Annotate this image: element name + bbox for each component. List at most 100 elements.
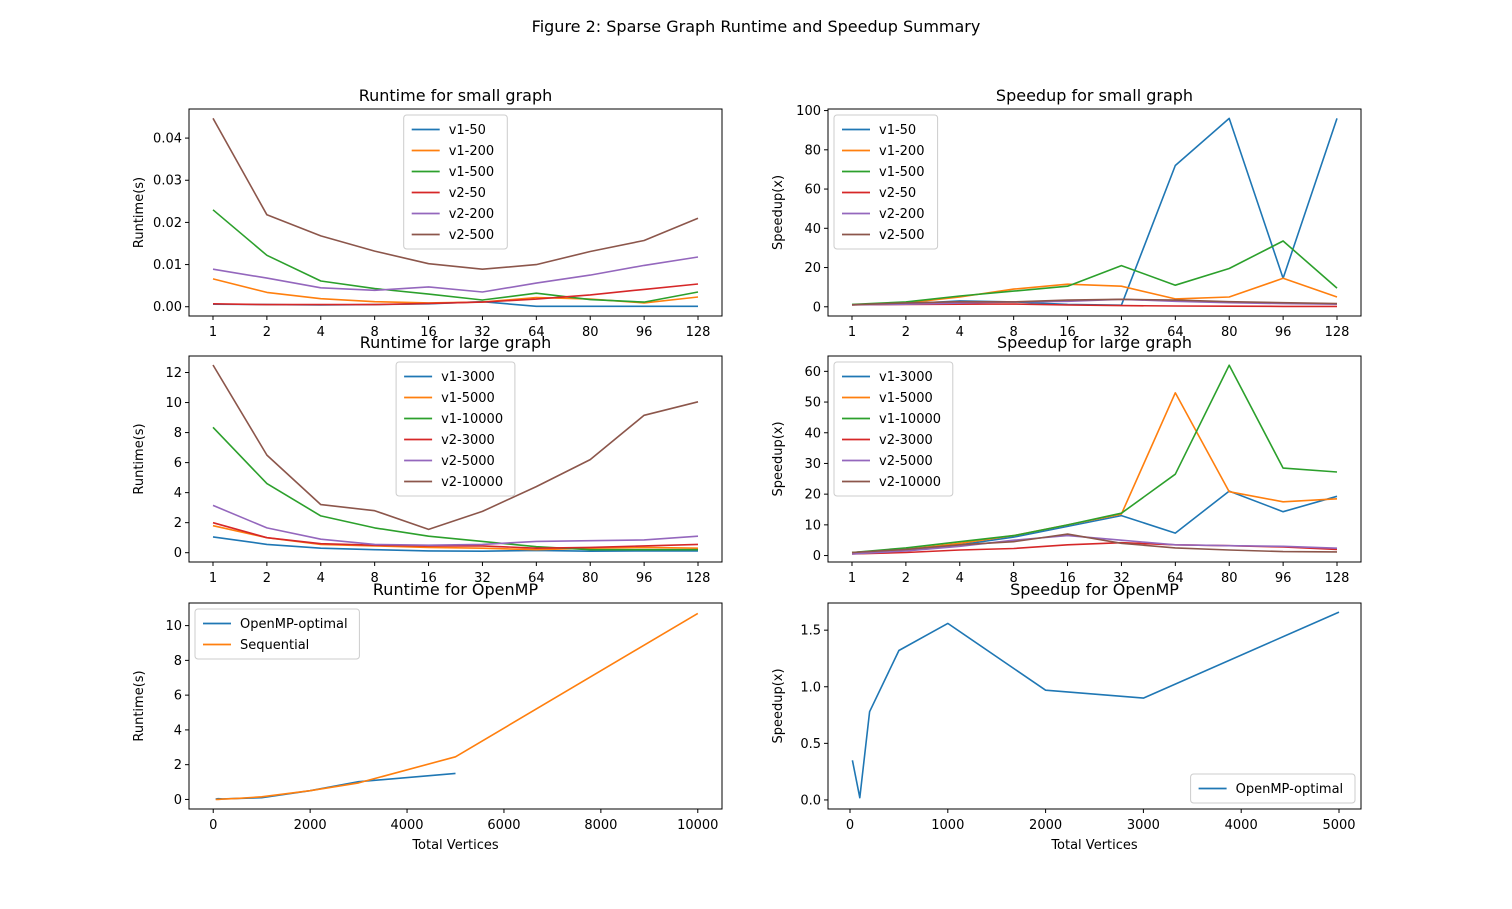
x-tick-label: 2000 (1029, 818, 1062, 833)
legend-label: v1-5000 (879, 391, 933, 406)
x-tick-label: 2 (263, 325, 271, 340)
y-tick-label: 30 (804, 457, 821, 472)
legend-label: v2-10000 (441, 475, 503, 490)
legend-label: v2-5000 (879, 454, 933, 469)
y-tick-label: 0.03 (153, 174, 182, 189)
series-line-v1-10000 (212, 426, 698, 551)
legend-label: v2-5000 (441, 454, 495, 469)
subplot-title: Runtime for large graph (360, 333, 551, 352)
y-axis-label: Runtime(s) (132, 177, 147, 248)
x-tick-label: 96 (636, 571, 653, 586)
x-tick-label: 96 (1275, 571, 1292, 586)
x-tick-label: 1000 (931, 818, 964, 833)
y-tick-label: 0 (174, 793, 182, 808)
subplot-title: Speedup for large graph (997, 333, 1192, 352)
legend-box (833, 361, 954, 497)
x-tick-label: 8 (1010, 571, 1018, 586)
subplot-title: Runtime for OpenMP (373, 580, 539, 599)
legend: OpenMP-optimal (1190, 773, 1356, 804)
legend-label: v2-50 (449, 186, 486, 201)
y-tick-label: 20 (804, 261, 821, 276)
legend-label: v2-200 (879, 207, 924, 222)
y-tick-label: 8 (174, 426, 182, 441)
x-tick-label: 80 (1221, 571, 1238, 586)
y-tick-label: 60 (804, 365, 821, 380)
legend-box (395, 361, 516, 497)
y-tick-label: 12 (165, 366, 182, 381)
legend-label: v1-10000 (441, 412, 503, 427)
series-line-v2-500 (212, 117, 699, 271)
legend-label: v1-10000 (879, 412, 941, 427)
subplot-6: Speedup for OpenMP 0.0 0.5 1.0 1.5 0 1000 2000 3… (771, 580, 1362, 853)
legend-label: v1-200 (449, 144, 494, 159)
legend-label: v1-200 (879, 144, 924, 159)
y-axis-label: Runtime(s) (132, 423, 147, 494)
x-tick-label: 8 (1010, 325, 1018, 340)
y-tick-label: 0.00 (153, 300, 182, 315)
y-tick-label: 0 (813, 549, 821, 564)
legend-label: v2-200 (449, 207, 494, 222)
x-tick-label: 4000 (1225, 818, 1258, 833)
y-axis-label: Speedup(x) (771, 668, 786, 743)
legend-label: v2-10000 (879, 475, 941, 490)
x-tick-label: 6000 (487, 818, 520, 833)
x-tick-label: 128 (1325, 325, 1350, 340)
x-tick-label: 0 (846, 818, 854, 833)
y-tick-label: 10 (165, 619, 182, 634)
legend-label: v1-500 (449, 165, 494, 180)
legend-box (403, 114, 508, 250)
x-tick-label: 16 (420, 571, 437, 586)
x-axis-label: Total Vertices (411, 838, 499, 853)
series-line-v2-10000 (851, 533, 1338, 554)
x-tick-label: 64 (528, 571, 545, 586)
series-line-Sequential (215, 612, 699, 801)
y-tick-label: 2 (174, 758, 182, 773)
legend-box (194, 608, 360, 660)
x-tick-label: 16 (1059, 325, 1076, 340)
y-tick-label: 6 (174, 689, 182, 704)
x-tick-label: 128 (1325, 571, 1350, 586)
y-tick-label: 6 (174, 456, 182, 471)
x-tick-label: 1 (848, 325, 856, 340)
subplot-5: Runtime for OpenMP 0 2 4 6 8 10 0 2000 4000 6000 80… (132, 580, 723, 853)
x-tick-label: 10000 (677, 818, 718, 833)
legend-label: v2-3000 (441, 433, 495, 448)
x-tick-label: 32 (474, 325, 491, 340)
series-line-v2-500 (851, 298, 1338, 306)
x-tick-label: 4 (956, 325, 964, 340)
legend-box (833, 114, 939, 250)
series-line-v1-500 (212, 209, 699, 303)
y-tick-label: 40 (804, 222, 821, 237)
y-tick-label: 0 (813, 300, 821, 315)
legend-label: OpenMP-optimal (240, 617, 348, 632)
legend-label: v1-5000 (441, 391, 495, 406)
y-tick-label: 0 (174, 546, 182, 561)
legend-label: v1-500 (879, 165, 924, 180)
legend-label: v2-500 (449, 228, 494, 243)
x-tick-label: 4 (317, 571, 325, 586)
figure-title: Figure 2: Sparse Graph Runtime and Speed… (532, 17, 981, 36)
subplot-title: Speedup for small graph (996, 86, 1193, 105)
x-tick-label: 16 (1059, 571, 1076, 586)
x-tick-label: 128 (686, 571, 711, 586)
y-tick-label: 0.04 (153, 132, 182, 147)
x-tick-label: 16 (420, 325, 437, 340)
y-tick-label: 0.5 (800, 737, 821, 752)
x-tick-label: 32 (474, 571, 491, 586)
y-tick-label: 60 (804, 183, 821, 198)
y-tick-label: 40 (804, 426, 821, 441)
y-tick-label: 1.5 (800, 624, 821, 639)
legend: v1-50 v1-200 v1-500 v2-50 v2-200 v2-500 (833, 114, 939, 250)
series-line-v1-10000 (851, 364, 1338, 554)
x-tick-label: 96 (636, 325, 653, 340)
x-tick-label: 3000 (1127, 818, 1160, 833)
legend-label: v1-3000 (879, 370, 933, 385)
y-tick-label: 4 (174, 486, 182, 501)
series-line-v2-10000 (212, 364, 699, 531)
y-tick-label: 2 (174, 516, 182, 531)
legend-label: Sequential (240, 638, 309, 653)
y-tick-label: 10 (165, 396, 182, 411)
series-line-v1-3000 (212, 536, 699, 553)
legend-label: v2-50 (879, 186, 916, 201)
